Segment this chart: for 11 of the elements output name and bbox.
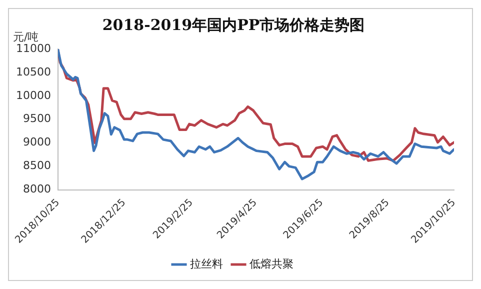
- y-tick-label: 11000: [16, 42, 51, 55]
- y-tick-label: 8000: [22, 182, 51, 196]
- y-tick-label: 10000: [16, 88, 51, 102]
- y-tick-label: 9500: [22, 112, 51, 126]
- legend-label: 拉丝料: [190, 257, 223, 270]
- y-tick-label: 8500: [22, 159, 51, 172]
- legend-label: 低熔共聚: [250, 257, 294, 270]
- y-tick-label: 10500: [16, 65, 51, 78]
- chart-title: 2018-2019年国内PP市场价格走势图: [102, 16, 365, 34]
- y-tick-label: 9000: [22, 136, 51, 149]
- y-axis-title: 元/吨: [13, 30, 39, 44]
